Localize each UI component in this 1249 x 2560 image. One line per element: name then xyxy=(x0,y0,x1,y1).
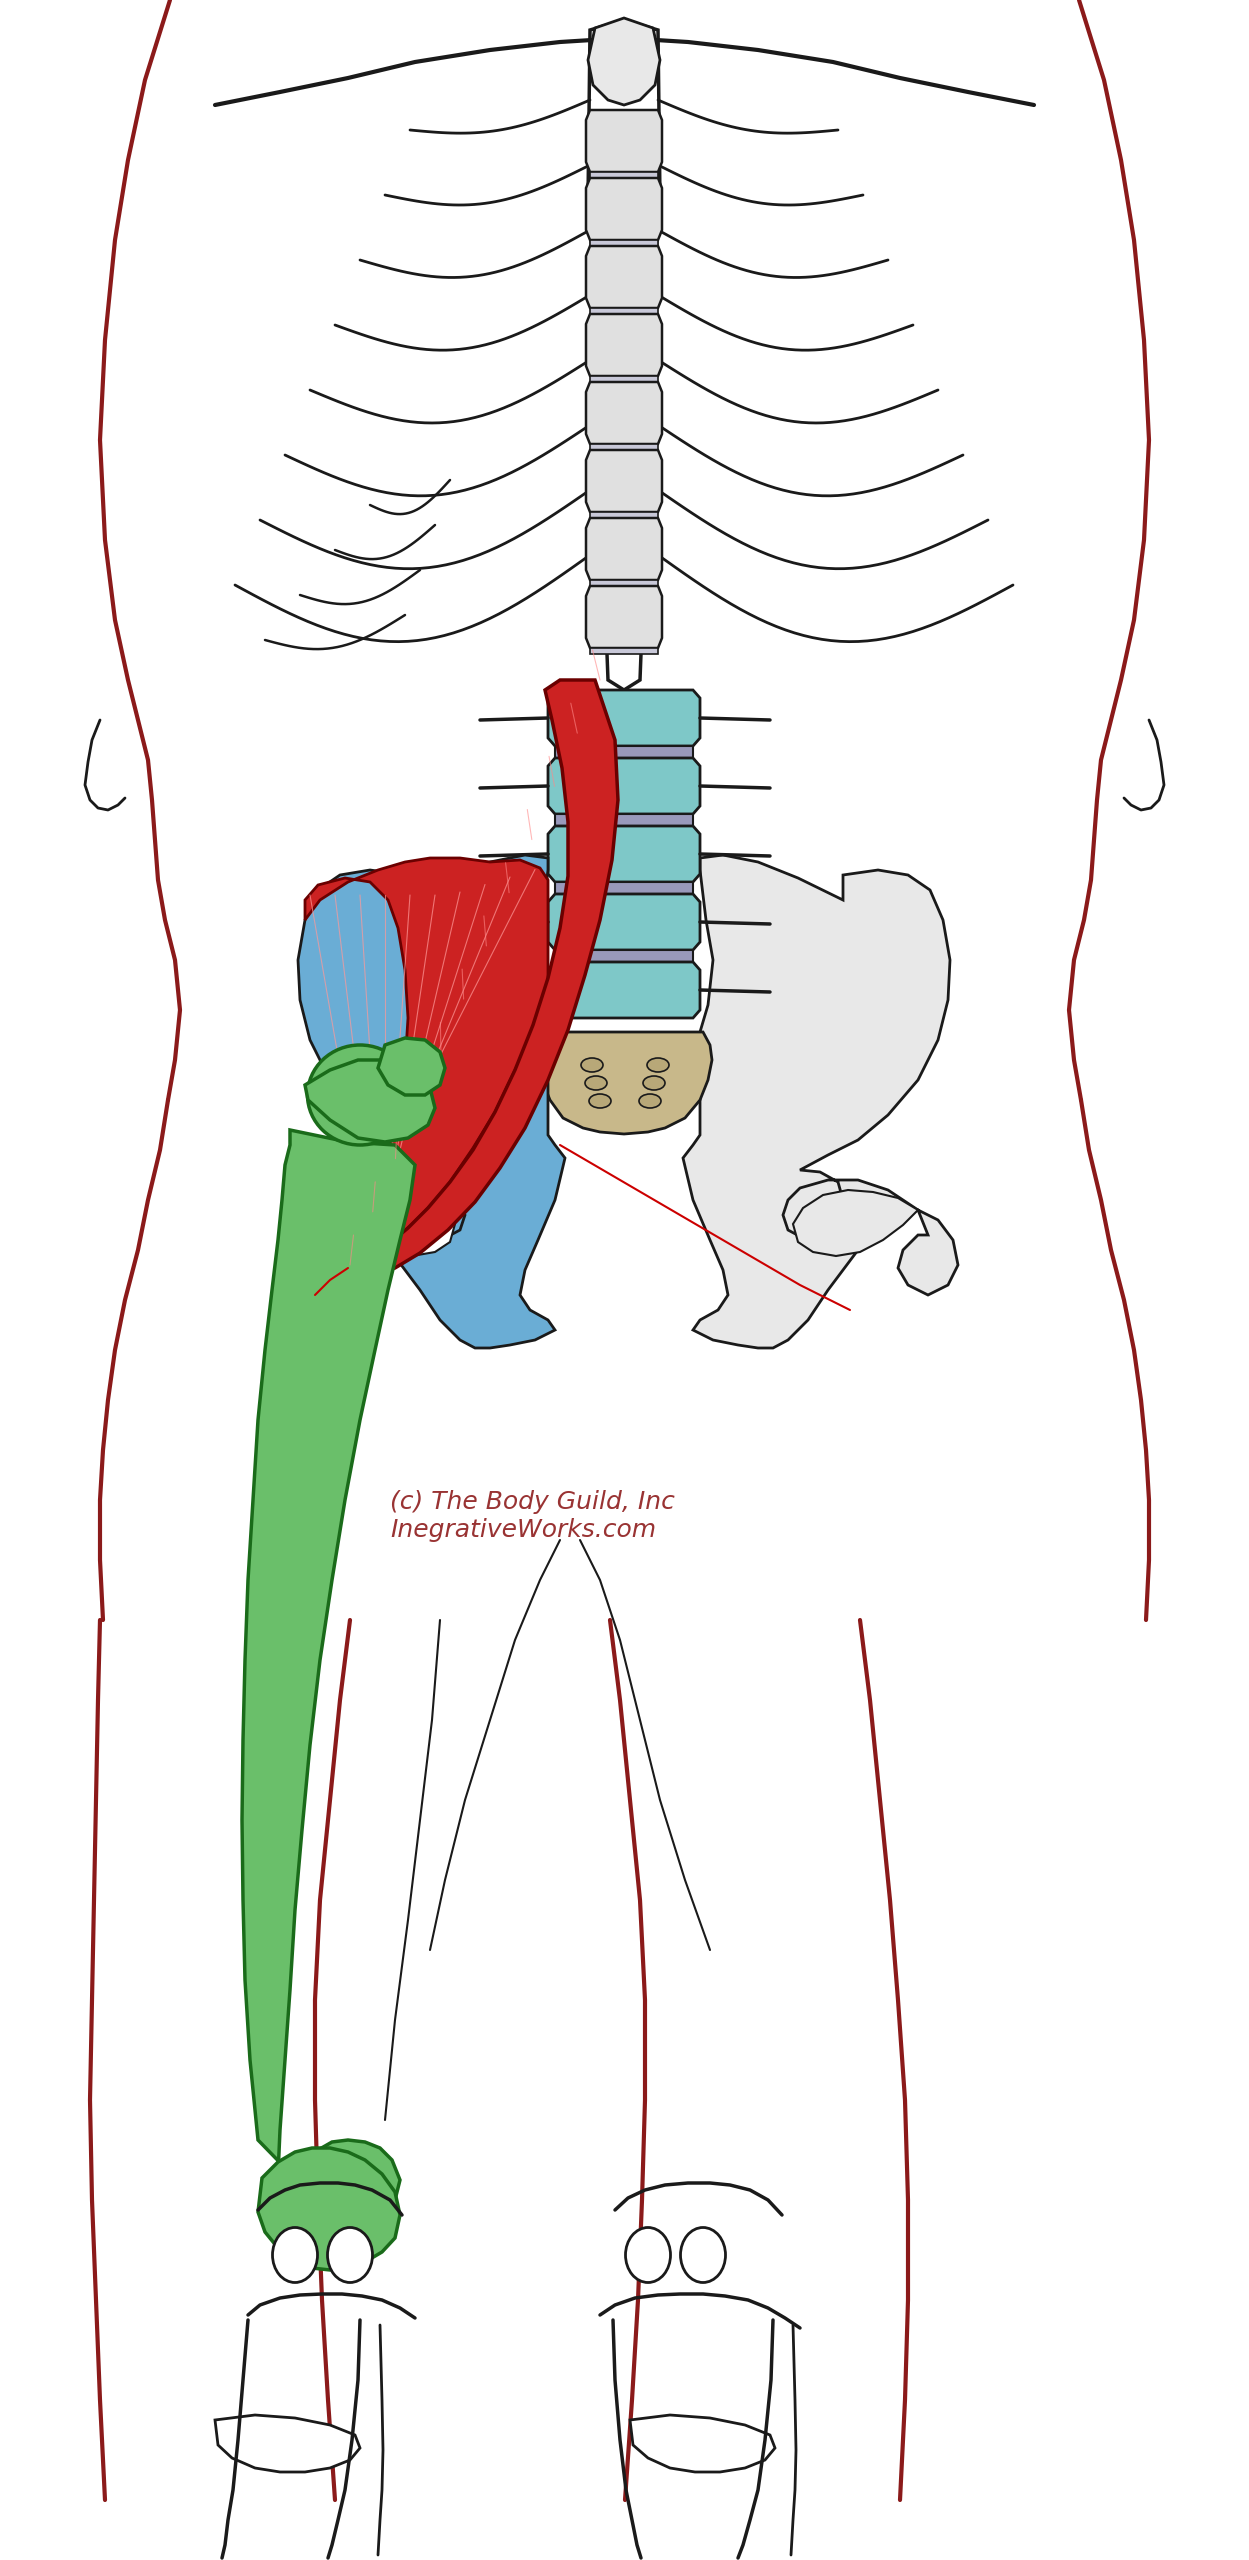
Polygon shape xyxy=(305,1060,435,1142)
Polygon shape xyxy=(629,2414,774,2473)
Text: (c) The Body Guild, Inc
InegrativeWorks.com: (c) The Body Guild, Inc InegrativeWorks.… xyxy=(390,1490,674,1541)
Polygon shape xyxy=(590,512,658,517)
Polygon shape xyxy=(586,315,662,376)
Ellipse shape xyxy=(647,1057,669,1073)
Polygon shape xyxy=(586,110,662,172)
Polygon shape xyxy=(548,758,699,814)
Polygon shape xyxy=(586,517,662,581)
Polygon shape xyxy=(586,179,662,241)
Polygon shape xyxy=(548,893,699,950)
Polygon shape xyxy=(555,814,693,827)
Polygon shape xyxy=(793,1190,918,1257)
Ellipse shape xyxy=(585,1075,607,1091)
Polygon shape xyxy=(548,963,699,1019)
Polygon shape xyxy=(215,2414,360,2473)
Polygon shape xyxy=(555,950,693,963)
Polygon shape xyxy=(683,855,958,1349)
Ellipse shape xyxy=(590,1093,611,1108)
Polygon shape xyxy=(548,827,699,883)
Polygon shape xyxy=(555,883,693,893)
Polygon shape xyxy=(305,858,548,1265)
Polygon shape xyxy=(538,1032,712,1134)
Ellipse shape xyxy=(581,1057,603,1073)
Polygon shape xyxy=(590,307,658,315)
Polygon shape xyxy=(548,691,699,745)
Ellipse shape xyxy=(626,2227,671,2284)
Ellipse shape xyxy=(307,1044,412,1144)
Ellipse shape xyxy=(272,2227,317,2284)
Polygon shape xyxy=(259,2148,400,2271)
Polygon shape xyxy=(586,246,662,307)
Polygon shape xyxy=(586,451,662,512)
Polygon shape xyxy=(590,648,658,653)
Polygon shape xyxy=(588,20,659,691)
Polygon shape xyxy=(290,855,565,1349)
Polygon shape xyxy=(555,745,693,758)
Polygon shape xyxy=(590,241,658,246)
Ellipse shape xyxy=(639,1093,661,1108)
Polygon shape xyxy=(590,172,658,179)
Polygon shape xyxy=(588,18,659,105)
Ellipse shape xyxy=(681,2227,726,2284)
Polygon shape xyxy=(586,586,662,648)
Ellipse shape xyxy=(643,1075,664,1091)
Polygon shape xyxy=(330,1190,455,1257)
Polygon shape xyxy=(242,1129,415,2220)
Polygon shape xyxy=(590,376,658,381)
Polygon shape xyxy=(590,443,658,451)
Polygon shape xyxy=(590,581,658,586)
Polygon shape xyxy=(378,1037,445,1096)
Polygon shape xyxy=(586,381,662,443)
Ellipse shape xyxy=(327,2227,372,2284)
Polygon shape xyxy=(345,681,618,1275)
